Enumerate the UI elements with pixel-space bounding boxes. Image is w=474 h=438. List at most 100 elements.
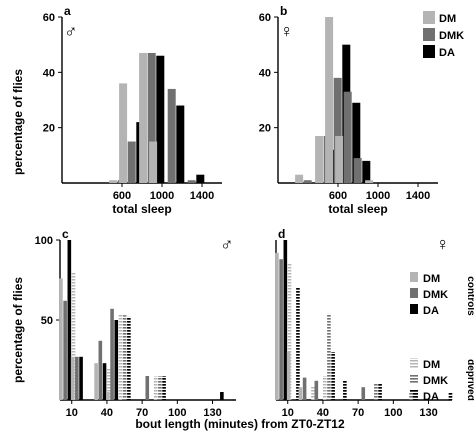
ylabel-bottom: percentage of flies [11,277,25,383]
x-tick-label: 130 [203,407,221,419]
bar-dm [149,141,158,183]
y-tick-label: 60 [43,12,55,24]
bar-dmk-controls [361,387,366,400]
y-tick-label: 40 [43,67,55,79]
bar-da [176,105,185,183]
bar-dm [325,17,334,183]
x-tick-label: 1000 [366,190,390,202]
x-axis-label: total sleep [112,202,171,216]
bar-dm [335,135,344,183]
bar-da-controls [114,320,119,400]
side-label-controls: controls [465,276,474,316]
bar-dmk [353,158,362,183]
panel-b: b ♀ 20 40 60 600 1000 1400 total sleep [259,4,438,216]
bar-dm-deprived [153,376,158,400]
bar-da-controls [79,356,83,400]
y-tick-label: 20 [43,123,55,135]
bar-da [362,160,371,183]
y-tick-label: 100 [35,235,53,247]
side-label-deprived: deprived [465,359,474,401]
bar-dmk-deprived [409,392,413,400]
bar-dmk [187,180,196,183]
bar-da-controls [102,363,107,400]
legend-deprived-swatch-dmk [410,374,418,384]
bar-dmk-controls [314,380,319,400]
ylabel-top: percentage of flies [11,69,25,175]
sex-symbol: ♀ [436,234,450,254]
legend-controls-label-dm: DM [423,273,440,285]
legend-controls-swatch-da [410,304,418,314]
bar-da [156,55,165,184]
panel-letter: c [62,227,69,241]
bar-dm [295,174,304,183]
legend-swatch-da [423,45,435,58]
bar-dmk-controls [145,376,150,400]
y-tick-label: 20 [259,123,271,135]
bar-da-deprived [378,384,382,400]
bar-dmk-controls [279,259,283,400]
bar-da-controls [67,240,72,400]
legend-deprived-label-da: DA [423,391,439,403]
bar-dmk [147,52,156,183]
bar-dm-deprived [287,264,292,400]
bar-dmk [303,180,312,183]
x-tick-label: 600 [113,190,131,202]
bar-dm [139,52,148,183]
legend-label-da: DA [439,47,455,59]
bar-dmk-deprived [374,384,378,400]
x-tick-label: 1000 [150,190,174,202]
bar-dmk [167,88,176,183]
bar-da-deprived [331,352,335,400]
panel-letter: a [64,4,71,18]
bar-dm [119,83,128,183]
panel-a: a ♂ 20 40 60 600 1000 1400 total sleep [43,4,222,216]
bar-dmk [343,91,352,183]
sex-symbol: ♂ [220,234,234,254]
bar-dm-deprived [106,368,111,400]
x-tick-label: 70 [352,407,364,419]
bar-dm [315,135,324,183]
panel-d: d ♀ 10 40 70 100 130 [275,227,453,419]
bar-dmk-controls [110,308,114,400]
legend-controls-swatch-dm [410,272,418,282]
legend-swatch-dm [423,11,435,24]
bar-dm-deprived [71,272,76,400]
bar-dmk-controls [63,300,67,400]
bar-da-deprived [413,392,418,400]
legend-controls-label-da: DA [423,305,439,317]
bar-dm [365,180,374,183]
bar-da-controls [220,392,224,400]
legend-label-dm: DM [439,13,456,25]
x-tick-label: 100 [168,407,186,419]
bar-da [196,174,205,183]
x-axis-label: total sleep [328,202,387,216]
x-tick-label: 10 [282,407,294,419]
x-tick-label: 10 [66,407,78,419]
bar-dmk-deprived [122,315,127,400]
legend-deprived-label-dmk: DMK [423,375,448,387]
legend-deprived-swatch-dm [410,358,418,368]
bar-da-deprived [448,392,453,400]
bar-dm [109,180,118,183]
bar-dm-deprived [118,313,123,400]
x-tick-label: 40 [101,407,113,419]
bar-dmk [333,77,342,183]
bar-da-controls [283,240,288,400]
bar-da-deprived [162,376,166,400]
legend-controls: DM DMK DA [410,272,448,317]
panel-letter: b [280,4,287,18]
bar-dm-controls [59,278,63,400]
bar-dmk-controls [302,377,307,400]
bar-dm-controls [70,356,75,400]
bar-da [352,102,361,183]
x-tick-label: 130 [419,407,437,419]
xlabel-bottom: bout length (minutes) from ZT0-ZT12 [135,417,345,431]
y-tick-label: 40 [259,67,271,79]
panel-c: c ♂ 50 100 10 40 70 100 130 [35,227,236,419]
bar-dmk-deprived [327,313,331,400]
bar-dm-controls [106,392,110,400]
legend-deprived-label-dm: DM [423,359,440,371]
y-tick-label: 60 [259,12,271,24]
sex-symbol: ♀ [280,21,294,41]
